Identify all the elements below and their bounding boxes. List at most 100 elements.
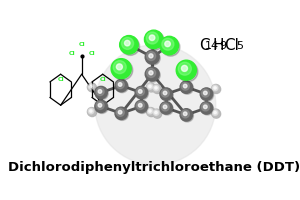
Circle shape [149,71,153,75]
Circle shape [116,81,124,89]
Circle shape [181,82,189,90]
Circle shape [214,111,216,114]
Circle shape [212,110,221,118]
Text: 5: 5 [236,41,243,51]
Circle shape [136,101,144,109]
Circle shape [161,103,169,111]
Circle shape [147,108,156,117]
Circle shape [181,82,194,94]
Circle shape [212,85,221,94]
Circle shape [161,103,173,115]
Circle shape [147,84,153,89]
Circle shape [149,54,153,58]
Circle shape [90,110,92,112]
Circle shape [118,83,122,86]
Circle shape [95,45,216,165]
Text: Dichlorodiphenyltrichloroethane (DDT): Dichlorodiphenyltrichloroethane (DDT) [8,161,300,174]
Circle shape [96,88,104,96]
Circle shape [121,37,140,55]
Circle shape [145,30,163,49]
Circle shape [183,112,187,116]
Circle shape [153,110,162,118]
Circle shape [161,89,169,97]
Circle shape [155,111,157,114]
Circle shape [115,107,128,119]
Circle shape [147,69,156,78]
Circle shape [122,37,134,49]
Circle shape [152,109,161,118]
Circle shape [98,90,102,93]
Circle shape [113,61,126,74]
Circle shape [136,87,148,100]
Circle shape [149,85,151,88]
Circle shape [135,100,148,113]
Circle shape [149,35,155,41]
Circle shape [136,101,148,113]
Circle shape [160,102,172,114]
Circle shape [116,80,128,93]
Circle shape [212,84,220,93]
Circle shape [153,85,159,91]
Text: Cl: Cl [224,38,239,53]
Circle shape [202,89,209,97]
Circle shape [146,51,160,65]
Circle shape [95,100,107,113]
Circle shape [180,109,193,121]
Circle shape [146,108,155,116]
Circle shape [203,105,207,109]
Circle shape [163,105,167,109]
Circle shape [181,110,194,122]
Circle shape [96,101,108,113]
Circle shape [147,84,156,92]
Circle shape [135,86,148,99]
Circle shape [180,81,193,93]
Circle shape [87,83,96,91]
Circle shape [201,103,214,115]
Circle shape [181,110,189,118]
Circle shape [202,103,209,111]
Circle shape [149,110,151,112]
Circle shape [90,85,92,88]
Circle shape [153,110,159,115]
Text: C: C [199,38,209,53]
Circle shape [115,79,128,92]
Circle shape [163,91,167,95]
Circle shape [138,90,142,93]
Circle shape [96,87,108,100]
Text: 14: 14 [205,41,219,51]
Circle shape [111,59,131,79]
Circle shape [146,32,158,44]
Circle shape [120,36,138,54]
Circle shape [147,52,156,61]
Circle shape [153,85,162,94]
Circle shape [178,62,198,82]
Circle shape [176,60,196,80]
Circle shape [145,67,159,81]
Circle shape [98,103,102,107]
Circle shape [88,108,94,114]
Circle shape [155,87,157,89]
Circle shape [161,38,180,56]
Circle shape [162,38,174,50]
Circle shape [95,86,107,99]
Circle shape [214,87,216,89]
Circle shape [200,88,213,100]
Circle shape [88,84,94,89]
Circle shape [96,101,104,109]
Circle shape [212,110,218,115]
Circle shape [178,62,191,75]
Circle shape [161,89,173,101]
Circle shape [116,64,122,70]
Circle shape [116,108,124,116]
Circle shape [138,103,142,107]
Circle shape [203,91,207,95]
Text: 9: 9 [220,41,227,51]
Circle shape [160,36,178,55]
Circle shape [88,108,97,117]
Circle shape [118,110,122,114]
Circle shape [146,32,164,50]
Circle shape [146,68,160,82]
Circle shape [136,88,144,96]
Circle shape [200,102,213,114]
Circle shape [212,85,218,91]
